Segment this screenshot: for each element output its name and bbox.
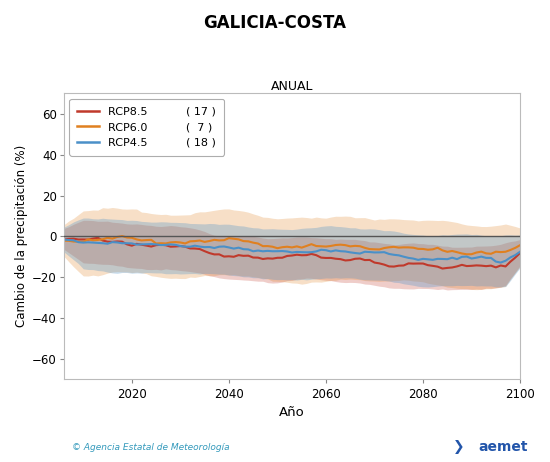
- Text: © Agencia Estatal de Meteorología: © Agencia Estatal de Meteorología: [72, 443, 229, 452]
- X-axis label: Año: Año: [279, 406, 305, 419]
- Text: ❯: ❯: [453, 440, 465, 454]
- Text: GALICIA-COSTA: GALICIA-COSTA: [204, 14, 346, 32]
- Y-axis label: Cambio de la precipitación (%): Cambio de la precipitación (%): [15, 145, 28, 328]
- Title: ANUAL: ANUAL: [271, 80, 314, 93]
- Text: aemet: aemet: [478, 440, 528, 454]
- Legend: RCP8.5           ( 17 ), RCP6.0           (  7 ), RCP4.5           ( 18 ): RCP8.5 ( 17 ), RCP6.0 ( 7 ), RCP4.5 ( 18…: [69, 99, 224, 156]
